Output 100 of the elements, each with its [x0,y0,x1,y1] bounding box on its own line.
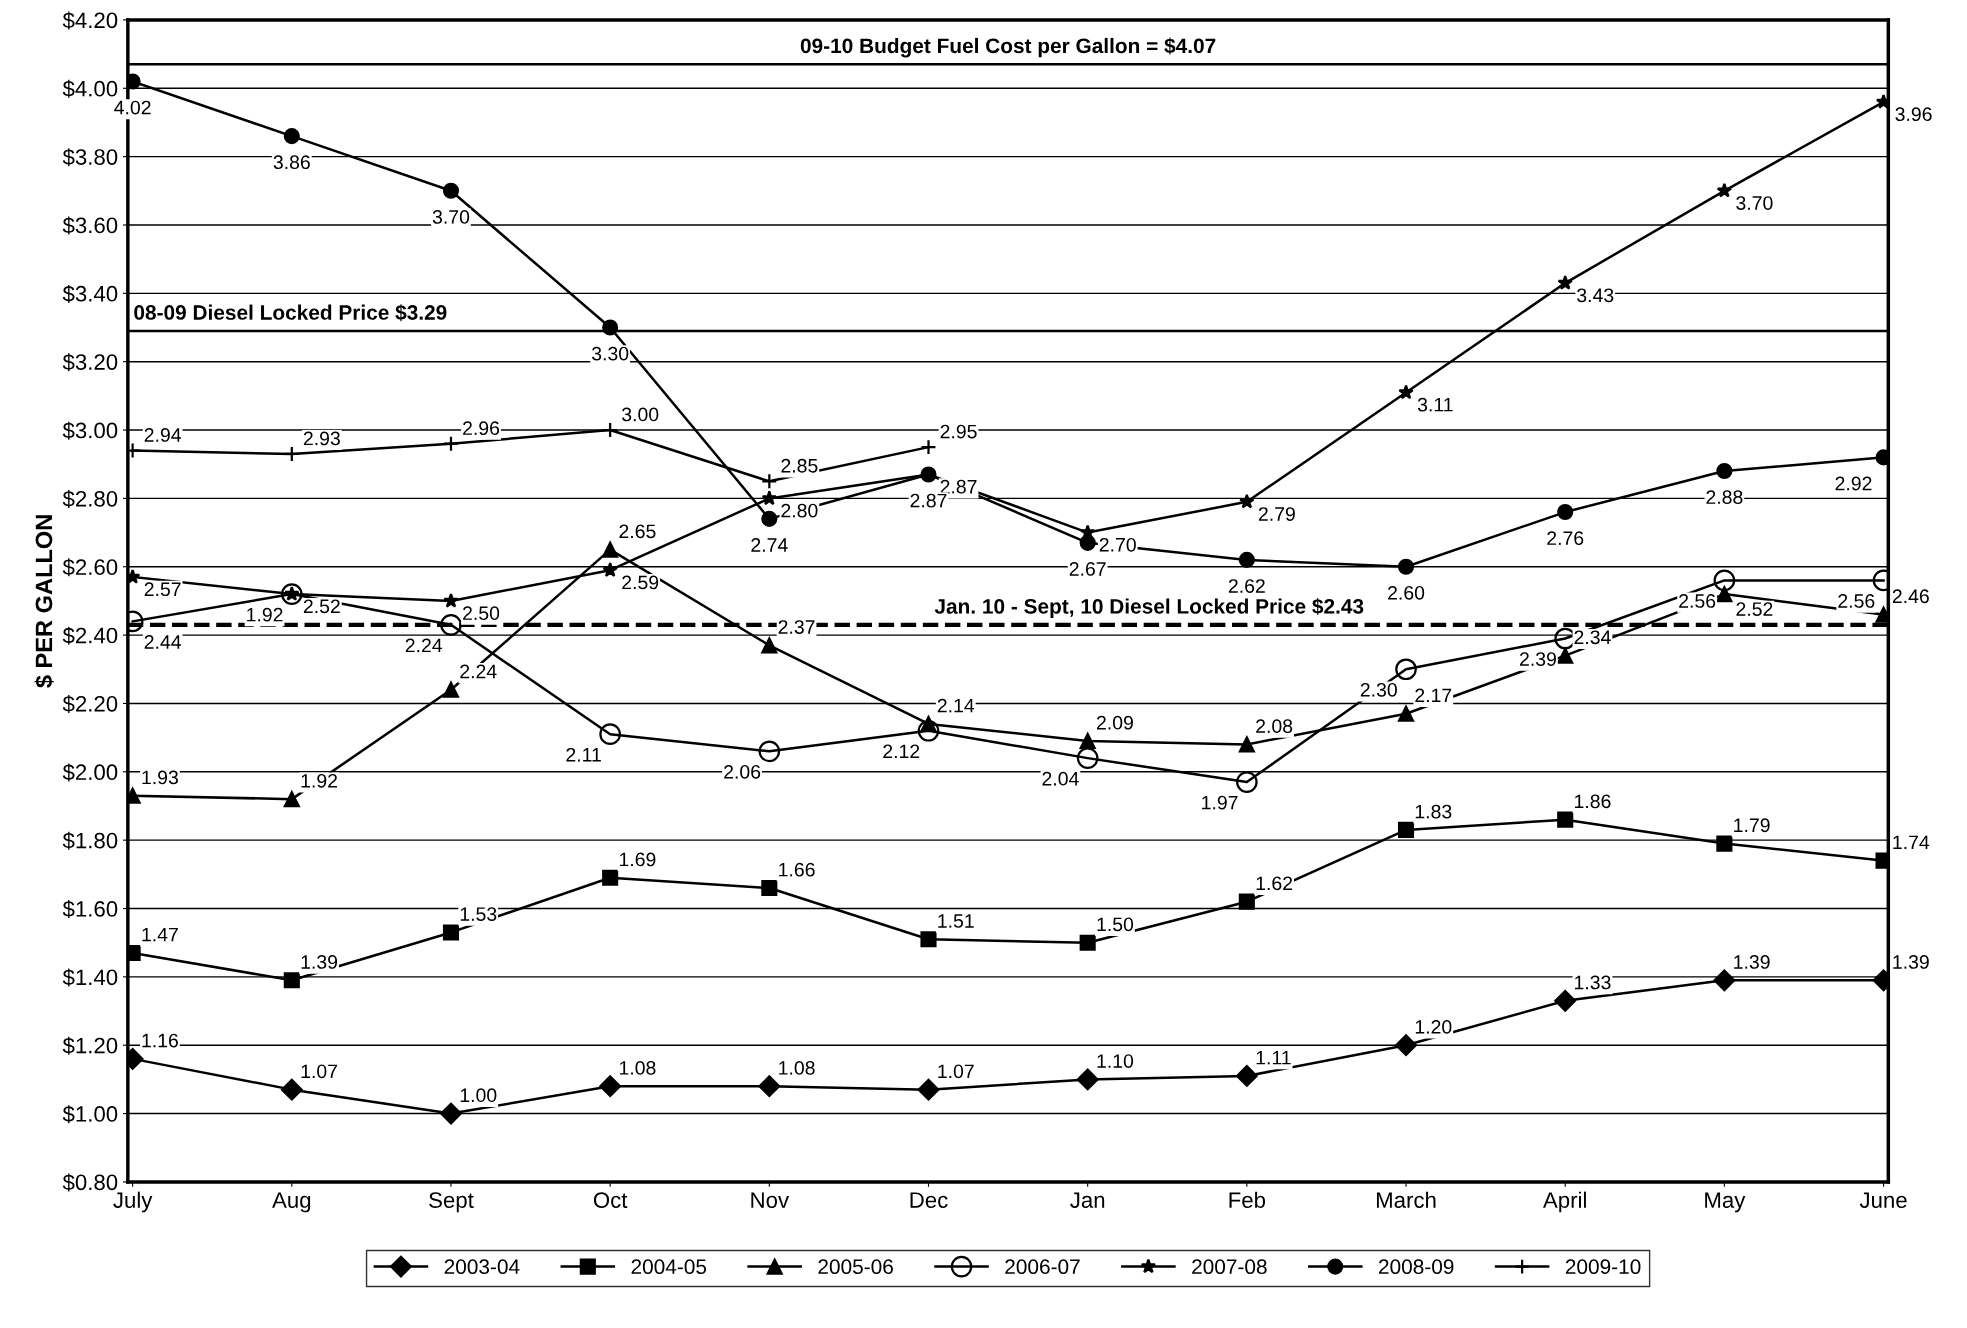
y-tick-label: $1.60 [62,900,118,919]
annotation: 1.92 [247,607,283,622]
y-tick-label: $2.20 [62,695,118,714]
point [761,510,778,527]
data-label: 1.74 [1893,835,1930,850]
x-tick-label: Dec [910,1192,948,1208]
data-label: 1.08 [619,1061,656,1075]
point [1716,182,1733,198]
point [442,924,460,941]
y-tick-label: $3.80 [62,148,118,167]
annotation: 2.24 [405,638,443,653]
data-label: 1.08 [779,1061,815,1075]
point [1557,504,1574,521]
point [920,931,937,948]
x-tick-label: Jan [1070,1192,1105,1208]
x-tick-label: April [1543,1191,1586,1213]
point [127,568,141,584]
point [280,1078,303,1101]
data-label: 2.65 [619,524,656,539]
point [1079,534,1096,551]
data-label: 2.44 [144,635,182,649]
y-tick-label: $1.00 [62,1105,118,1124]
data-label: 2.50 [463,606,500,621]
data-label: 1.47 [142,927,178,942]
point [1238,893,1255,910]
data-label: 4.02 [114,100,151,115]
data-label: 2.46 [1892,589,1929,604]
data-label: 2.56 [1838,594,1875,608]
x-tick-label: July [113,1191,153,1213]
point [1235,1065,1258,1087]
y-tick-label: $0.80 [62,1173,118,1192]
x-tick-label: Nov [751,1192,790,1208]
y-tick-label: $4.00 [62,79,118,98]
point [602,541,619,558]
point [1395,1034,1417,1057]
x-tick-label: Aug [272,1192,311,1213]
point [283,445,300,463]
point [1716,586,1733,603]
data-label: 1.93 [142,770,178,785]
point [442,182,460,199]
point [602,869,619,886]
x-tick-label: June [1859,1192,1907,1208]
y-tick-label: $2.40 [62,626,118,645]
data-label: 2.70 [1099,537,1136,552]
point [1236,771,1258,793]
point [1397,558,1415,575]
data-label: 1.92 [301,773,338,788]
data-label: 2.95 [940,424,977,439]
data-label: 2.85 [781,458,818,473]
data-label: 3.00 [622,407,659,422]
point [602,421,619,439]
data-label: 1.86 [1575,794,1611,809]
data-label: 2.08 [1256,719,1293,734]
y-tick-label: $3.20 [62,353,118,372]
point [1397,705,1415,722]
point [1398,384,1414,400]
data-label: 1.79 [1734,818,1770,833]
data-label: 2.12 [883,744,920,759]
point [602,319,619,336]
data-label: 2.87 [910,493,947,508]
data-label: 1.39 [1734,955,1770,969]
data-label: 1.53 [460,907,497,921]
y-tick-label: $3.00 [62,421,118,440]
x-tick-label: Sept [429,1192,474,1213]
point [443,592,459,608]
point [1716,463,1733,480]
ref-line-label: Jan. 10 - Sept, 10 Diesel Locked Price $2.43 [934,598,1364,618]
data-label: 2.52 [1736,602,1773,616]
y-tick-label: $2.60 [62,558,118,577]
y-tick-label: $4.20 [62,11,118,30]
data-label: 2.09 [1096,715,1133,730]
data-label: 1.07 [938,1064,974,1079]
point [442,681,460,698]
point [1079,732,1096,750]
point [599,723,621,746]
data-label: 1.00 [460,1088,497,1103]
data-label: 2.14 [937,698,975,713]
point [1076,747,1099,769]
y-tick-label: $3.40 [62,284,118,303]
data-label: 2.62 [1228,579,1265,593]
point [1395,658,1417,681]
data-label: 3.96 [1895,107,1932,122]
y-tick-label: $1.20 [62,1036,118,1055]
point [1238,551,1255,568]
data-label: 2.74 [751,538,788,552]
y-axis-title: $ PER GALLON [34,515,54,688]
data-label: 2.30 [1360,682,1397,697]
point [761,637,778,654]
legend-label: 2003-04 [444,1259,520,1275]
point [440,614,462,636]
point [761,473,778,490]
point [761,879,778,897]
data-label: 3.70 [1736,196,1773,210]
point [1557,811,1574,828]
data-label: 1.11 [1256,1050,1291,1065]
data-label: 2.52 [303,599,340,614]
point [283,128,300,145]
point [1713,569,1736,592]
point [917,1078,940,1101]
data-label: 1.69 [619,852,656,867]
